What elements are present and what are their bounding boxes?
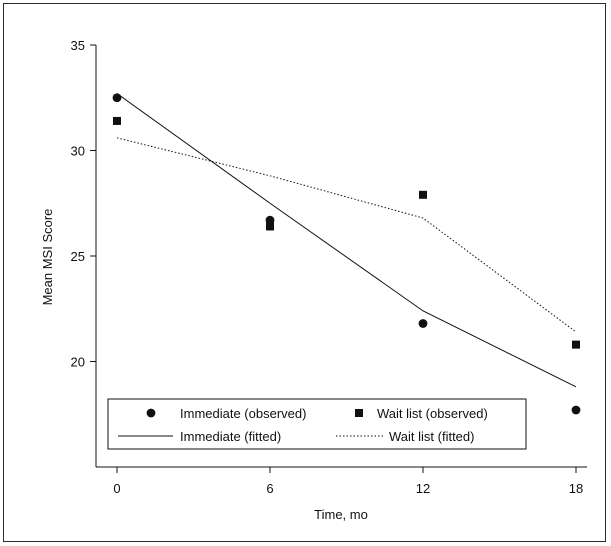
point-wait-list-observed-3 [572, 340, 580, 349]
y-tick-label-3: 35 [71, 38, 85, 53]
x-tick-label-0: 0 [113, 481, 120, 496]
legend-label-immediate-observed: Immediate (observed) [180, 406, 306, 421]
legend: Immediate (observed) Wait list (observed… [107, 398, 527, 450]
point-wait-list-observed-0 [113, 116, 121, 125]
x-tick-label-2: 12 [416, 481, 430, 496]
legend-marker-wait-list-observed [355, 409, 363, 417]
legend-marker-immediate-observed [146, 408, 156, 418]
y-tick-label-0: 20 [71, 355, 85, 370]
series-line-wait-list-fitted [116, 137, 577, 333]
x-axis-label: Time, mo [314, 507, 368, 522]
y-tick-label-1: 25 [71, 249, 85, 264]
y-tick-label-2: 30 [71, 144, 85, 159]
point-immediate-observed-3 [571, 405, 581, 415]
series-line-immediate-fitted [116, 93, 577, 388]
y-axis-label: Mean MSI Score [40, 209, 55, 306]
point-immediate-observed-2 [418, 319, 428, 328]
point-immediate-observed-0 [112, 93, 122, 103]
x-tick-label-1: 6 [266, 481, 273, 496]
legend-label-wait-list-observed: Wait list (observed) [377, 406, 488, 421]
chart-frame [3, 3, 606, 542]
legend-label-immediate-fitted: Immediate (fitted) [180, 429, 281, 444]
legend-box [107, 398, 527, 450]
chart-marks [112, 93, 581, 415]
legend-label-wait-list-fitted: Wait list (fitted) [389, 429, 474, 444]
x-tick-label-3: 18 [569, 481, 583, 496]
point-wait-list-observed-1 [266, 222, 274, 231]
ticks: 0 6 12 18 20 25 30 35 [71, 38, 584, 496]
point-immediate-observed-1 [265, 215, 275, 225]
point-wait-list-observed-2 [419, 190, 427, 199]
